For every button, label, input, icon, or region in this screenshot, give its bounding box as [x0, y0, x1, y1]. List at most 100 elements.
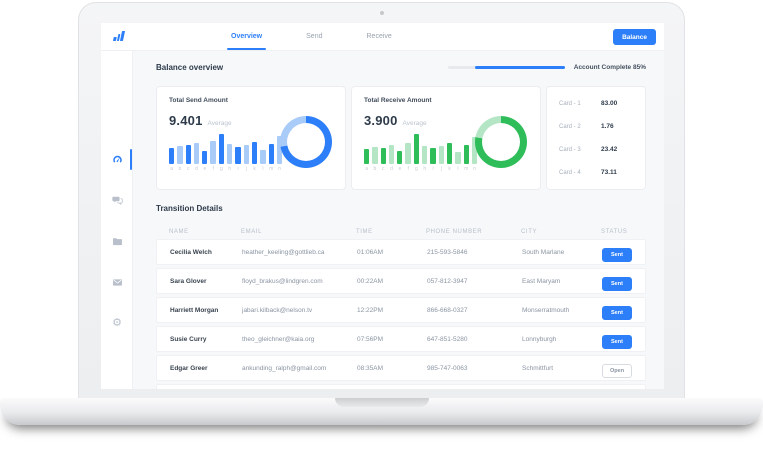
cell-city: Lonnyburgh [522, 335, 557, 343]
dashboard-icon [112, 155, 122, 163]
card-summary-row: Card - 3 23.42 [559, 146, 633, 153]
cell-time: 08:35AM [357, 364, 384, 372]
cell-phone: 647-851-5280 [427, 335, 468, 343]
bar [185, 145, 191, 164]
cell-time: 01:06AM [357, 248, 384, 256]
card-label: Card - 4 [559, 169, 581, 176]
bar [397, 151, 403, 164]
table-header-row: NAME EMAIL TIME PHONE NUMBER CITY STATUS [156, 224, 646, 239]
bar [235, 147, 241, 164]
main-content: Balance overview Account Complete 85% To… [133, 51, 664, 389]
cell-email: heather_keeling@gottlieb.ca [242, 248, 325, 256]
cell-phone: 057-812-3947 [427, 277, 468, 285]
bar-label: g [220, 166, 223, 172]
cell-city: Monserratmouth [522, 306, 570, 314]
app-screen: Overview Send Receive Balance [101, 23, 664, 389]
table-row: Sara Glover floyd_brakus@lindgren.com 00:2… [156, 268, 646, 294]
progress-bar [447, 66, 565, 69]
sidebar-item-files[interactable] [101, 221, 133, 262]
status-badge[interactable]: Sent [602, 334, 632, 349]
sidebar: ⚙ [101, 51, 133, 389]
card-summary-row: Card - 4 73.11 [559, 169, 633, 176]
tab-overview[interactable]: Overview [226, 23, 267, 50]
status-badge[interactable]: Sent [602, 305, 632, 320]
app-logo-icon [112, 31, 125, 41]
bar [430, 148, 436, 164]
cell-phone: 215-593-5846 [427, 248, 468, 256]
bar [463, 145, 469, 164]
laptop-lid: Overview Send Receive Balance [78, 2, 685, 398]
column-header-name: NAME [169, 228, 189, 235]
bar-label: l [262, 166, 264, 172]
bar [380, 148, 386, 164]
bar-label: n [278, 166, 281, 172]
cell-status: Sent [602, 243, 645, 262]
bar [218, 134, 225, 164]
sidebar-item-dashboard[interactable] [101, 139, 133, 180]
send-amount-caption: Average [207, 120, 232, 127]
top-navbar: Overview Send Receive Balance [101, 23, 664, 51]
receive-card-title: Total Receive Amount [364, 97, 432, 104]
sidebar-item-messages[interactable] [101, 180, 133, 221]
account-complete-label: Account Complete 85% [573, 64, 646, 71]
gear-icon: ⚙ [112, 317, 122, 329]
cell-name: Edgar Greer [170, 364, 208, 372]
bar-label: i [237, 166, 239, 172]
bar-label: e [203, 166, 207, 172]
receive-amount-caption: Average [402, 120, 427, 127]
card-summary-row: Card - 1 83.00 [559, 100, 633, 107]
cards-summary-panel: Card - 1 83.00 Card - 2 1.76 Card - 3 23.42 Ca… [546, 86, 646, 190]
bar-label: e [398, 166, 402, 172]
sidebar-item-inbox[interactable] [101, 262, 133, 303]
column-header-phone-number: PHONE NUMBER [426, 228, 483, 235]
bar-label: k [448, 166, 451, 172]
bar-label: l [457, 166, 459, 172]
cell-time: 00:22AM [357, 277, 384, 285]
table-row: Harriett Morgan jabari.kilback@nelson.tv 1… [156, 297, 646, 323]
status-badge[interactable]: Sent [602, 276, 632, 291]
tab-receive[interactable]: Receive [366, 33, 392, 40]
sidebar-active-indicator [129, 149, 132, 170]
cell-email: floyd_brakus@lindgren.com [242, 277, 323, 285]
table-row: Susie Curry theo_gleichner@kaia.org 07:56P… [156, 326, 646, 352]
cell-email: theo_gleichner@kaia.org [242, 335, 315, 343]
status-badge[interactable]: Sent [602, 247, 632, 262]
bar [405, 143, 411, 164]
bar [169, 148, 175, 164]
bar-label: b [373, 166, 377, 172]
bar [388, 145, 395, 164]
table-body: Cecilia Welch heather_keeling@gottlieb.ca… [156, 239, 646, 389]
bar-label: f [407, 166, 409, 172]
bar [446, 143, 453, 164]
laptop-base-notch [334, 398, 429, 407]
bar-label: d [390, 166, 393, 172]
cell-phone: 985-747-0063 [427, 364, 468, 372]
bar [268, 144, 274, 164]
progress-bar-fill [474, 66, 565, 69]
balance-button[interactable]: Balance [613, 29, 656, 45]
bar [455, 152, 461, 164]
bar [260, 150, 266, 164]
content-header: Balance overview Account Complete 85% [156, 63, 646, 72]
bar [276, 136, 283, 164]
column-header-time: TIME [356, 228, 373, 235]
bar [364, 149, 370, 164]
bar [251, 142, 258, 164]
card-value: 1.76 [601, 123, 614, 130]
sidebar-item-settings[interactable]: ⚙ [101, 303, 133, 344]
cell-status: Sent [602, 330, 645, 349]
tab-send[interactable]: Send [306, 33, 323, 40]
mail-icon [112, 279, 122, 286]
card-label: Card - 3 [559, 146, 581, 153]
cell-city: South Marlane [522, 248, 565, 256]
bar-label: c [186, 166, 190, 172]
cell-time: 12:22PM [357, 306, 384, 314]
bar-label: j [440, 166, 442, 172]
cell-city: East Maryam [522, 277, 561, 285]
laptop-base [0, 398, 763, 425]
transition-details-title: Transition Details [156, 204, 223, 213]
status-badge[interactable]: Open [602, 363, 633, 378]
cell-status: Sent [602, 301, 645, 320]
